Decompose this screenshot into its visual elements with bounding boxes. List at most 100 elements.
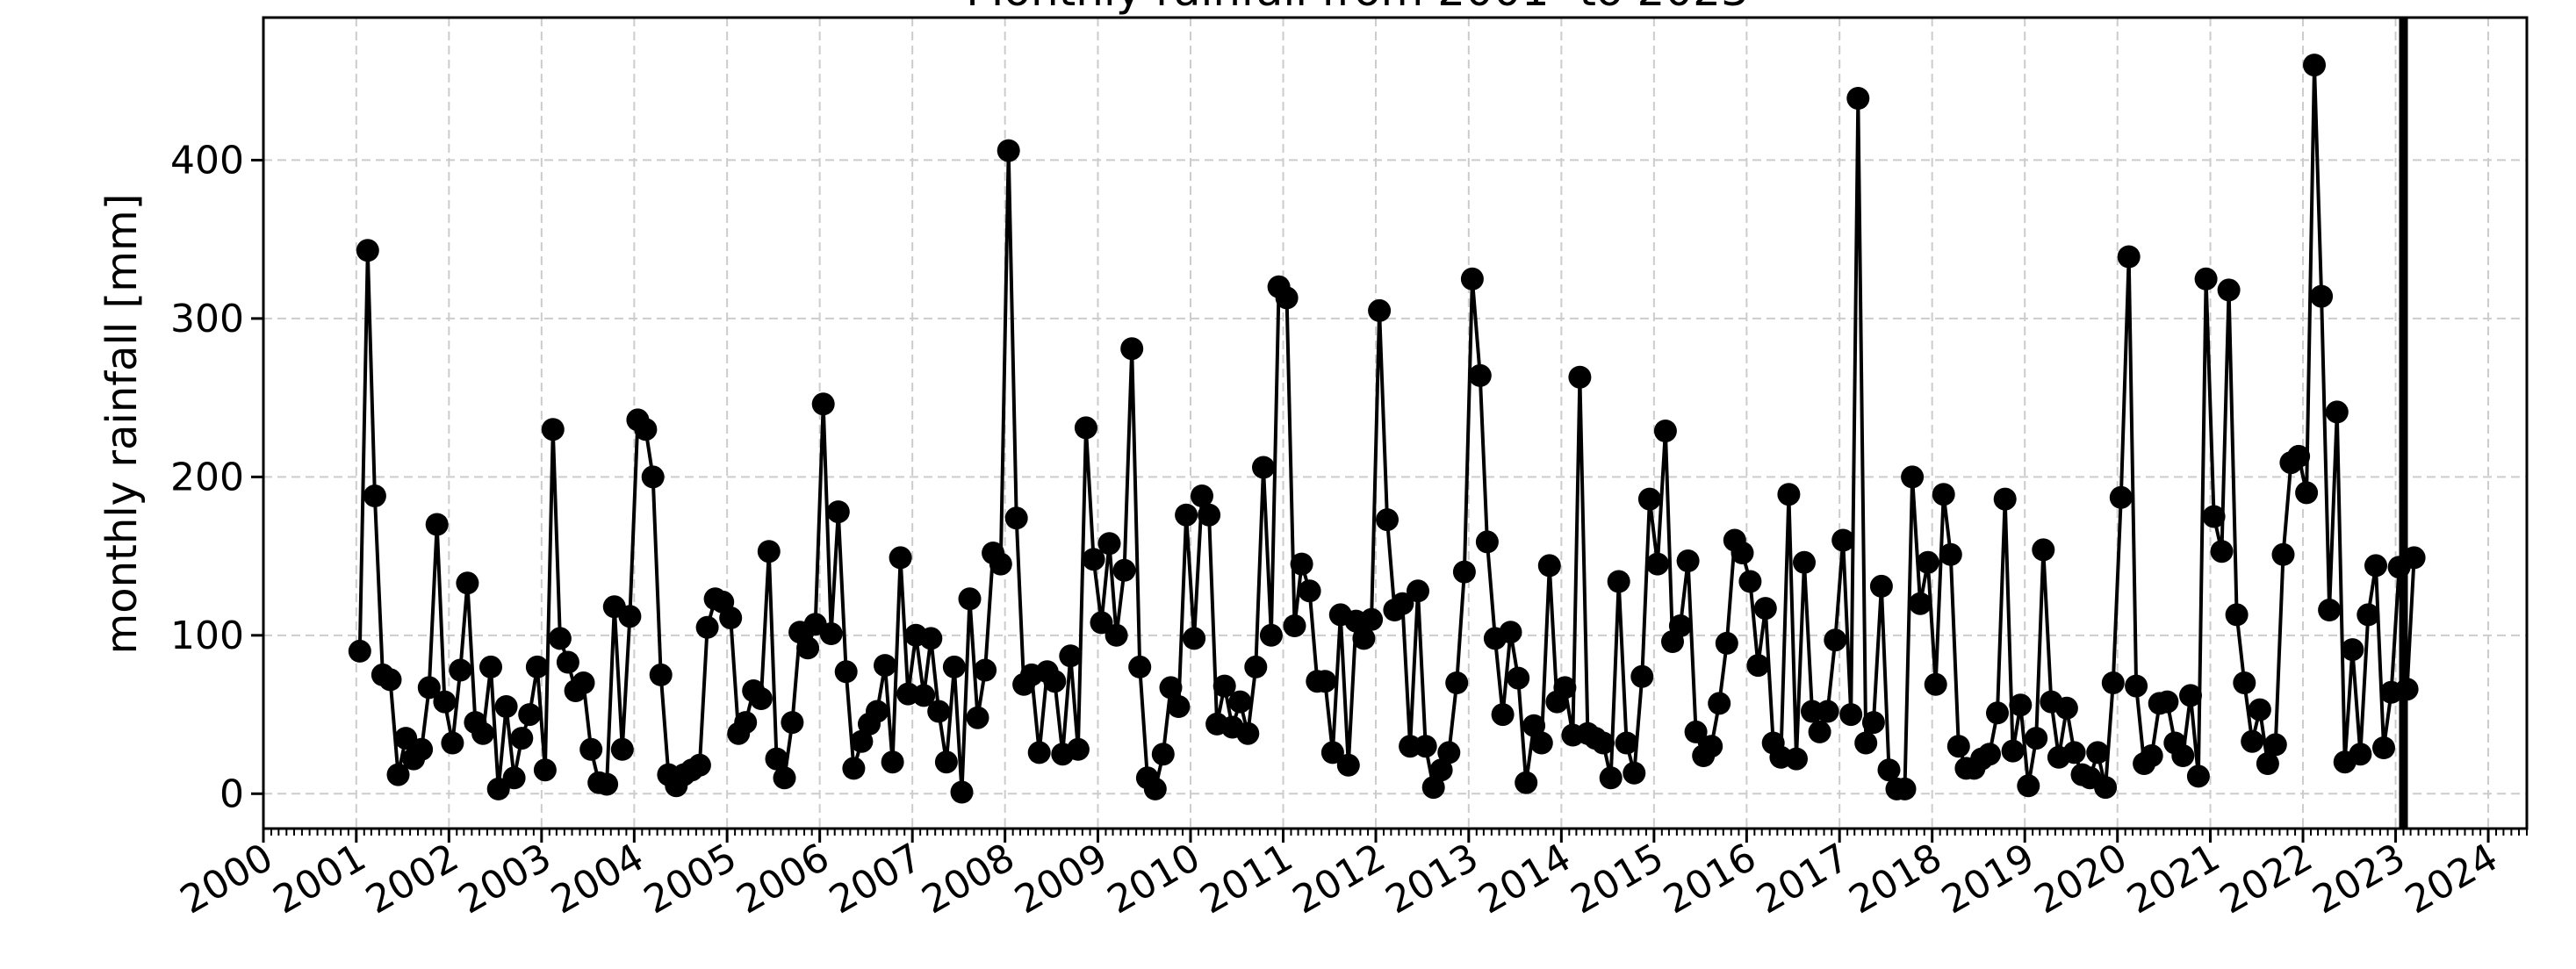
data-point <box>2155 690 2179 714</box>
data-point <box>1298 579 1321 603</box>
data-point <box>1175 503 1198 527</box>
data-point <box>1313 670 1337 693</box>
data-point <box>595 772 619 796</box>
data-point <box>1637 487 1661 511</box>
data-point <box>1839 703 1863 727</box>
data-point <box>525 655 549 678</box>
data-point <box>1507 666 1530 690</box>
data-point <box>1376 508 1399 532</box>
data-point <box>1097 532 1121 556</box>
data-point <box>2256 752 2279 775</box>
data-point <box>1700 735 1723 758</box>
x-tick-label: 2015 <box>1564 835 1671 922</box>
data-point <box>1391 592 1414 615</box>
data-point <box>834 660 858 684</box>
data-point <box>2303 54 2326 77</box>
data-point <box>1522 714 1546 737</box>
data-point <box>1515 771 1538 794</box>
data-point <box>2025 727 2048 750</box>
data-point <box>1074 416 1097 440</box>
data-point <box>2248 698 2271 721</box>
data-point <box>1793 550 1816 574</box>
data-point <box>1499 621 1522 644</box>
data-point <box>1668 614 1692 637</box>
data-point <box>974 658 997 682</box>
data-point <box>2210 540 2234 563</box>
data-point <box>1460 267 1484 291</box>
y-tick-label: 300 <box>170 297 244 341</box>
x-tick-label: 2006 <box>730 835 837 922</box>
data-point <box>1909 592 1932 615</box>
data-point <box>1105 623 1128 647</box>
data-point <box>1027 741 1051 764</box>
data-point <box>1452 560 1476 584</box>
data-point <box>2125 674 2148 698</box>
data-point <box>449 658 472 682</box>
x-tick-label: 2008 <box>915 835 1022 922</box>
data-point <box>1414 735 1437 758</box>
data-point <box>363 484 386 507</box>
data-point <box>2241 729 2264 753</box>
data-point <box>1986 701 2009 725</box>
data-point <box>1212 674 1236 698</box>
data-point <box>927 700 951 723</box>
data-point <box>579 737 603 761</box>
data-point <box>1468 363 1492 387</box>
data-point <box>811 392 835 416</box>
x-tick-label: 2013 <box>1378 835 1486 922</box>
data-point <box>1066 737 1090 761</box>
data-point <box>1708 692 1731 715</box>
data-point <box>410 737 434 761</box>
data-point <box>1893 777 1917 800</box>
data-point <box>1824 628 1847 652</box>
data-point <box>1831 528 1855 552</box>
data-point <box>610 737 634 761</box>
data-point <box>1290 552 1313 576</box>
data-point <box>1183 627 1206 650</box>
data-point <box>942 655 966 678</box>
data-point <box>2086 741 2110 764</box>
data-point <box>502 766 526 790</box>
data-point <box>2032 538 2055 562</box>
x-tick-label: 2018 <box>1842 835 1949 922</box>
x-tick-label: 2003 <box>451 835 558 922</box>
data-point <box>556 650 579 674</box>
data-point <box>1159 676 1183 700</box>
data-point <box>2062 741 2086 764</box>
data-point <box>634 418 658 441</box>
data-point <box>2186 764 2210 788</box>
data-point <box>2109 485 2133 509</box>
data-point <box>1684 720 1708 743</box>
data-point <box>2287 444 2311 468</box>
x-tick-label: 2014 <box>1471 835 1578 922</box>
data-point <box>749 687 773 710</box>
data-point <box>1252 456 1275 479</box>
data-point <box>734 711 758 735</box>
data-point <box>2094 776 2118 800</box>
plot-frame <box>262 16 2529 830</box>
data-point <box>1568 365 1592 389</box>
data-point <box>1244 655 1268 678</box>
data-point <box>2171 744 2195 767</box>
x-tick-label: 2011 <box>1193 835 1300 922</box>
data-point <box>989 552 1012 576</box>
data-point <box>2325 400 2349 424</box>
data-point <box>881 750 904 774</box>
x-tick-label: 2016 <box>1656 835 1763 922</box>
x-axis-ticks: 2000200120022003200420052006200720082009… <box>173 829 2528 923</box>
data-point <box>1167 695 1191 718</box>
data-point <box>2402 546 2426 570</box>
x-tick-label: 2012 <box>1285 835 1392 922</box>
data-point <box>2318 599 2342 621</box>
data-point <box>1946 735 1970 758</box>
data-point <box>356 239 379 262</box>
x-tick-label: 2019 <box>1934 835 2041 922</box>
data-point <box>510 727 534 750</box>
data-point <box>889 546 912 570</box>
data-point <box>2233 671 2256 694</box>
data-point <box>796 636 820 660</box>
data-point <box>950 780 974 804</box>
data-point <box>842 757 866 780</box>
data-point <box>1475 530 1499 554</box>
